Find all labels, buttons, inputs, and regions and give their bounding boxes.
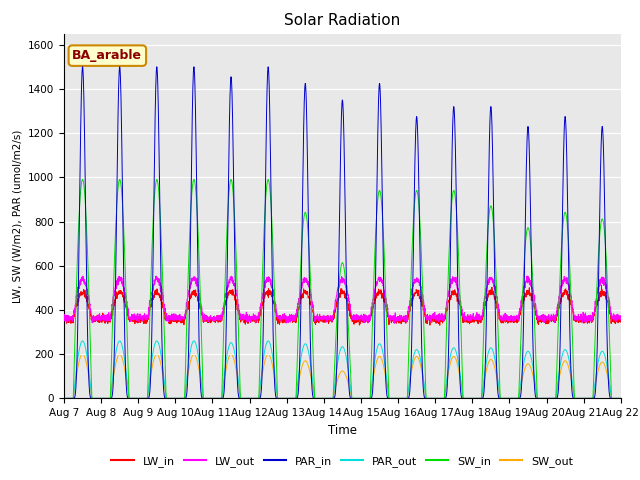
X-axis label: Time: Time: [328, 424, 357, 437]
Text: BA_arable: BA_arable: [72, 49, 142, 62]
Title: Solar Radiation: Solar Radiation: [284, 13, 401, 28]
Y-axis label: LW, SW (W/m2), PAR (umol/m2/s): LW, SW (W/m2), PAR (umol/m2/s): [12, 129, 22, 303]
Legend: LW_in, LW_out, PAR_in, PAR_out, SW_in, SW_out: LW_in, LW_out, PAR_in, PAR_out, SW_in, S…: [107, 451, 578, 471]
